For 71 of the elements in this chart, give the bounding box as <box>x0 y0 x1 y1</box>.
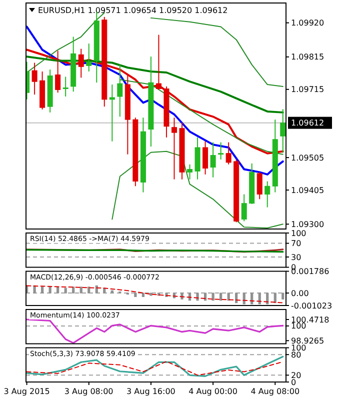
line-series <box>26 360 284 376</box>
x-tick-label: 4 Aug 08:00 <box>250 387 300 396</box>
bar <box>80 286 82 294</box>
chart-title: EURUSD,H1 1.09571 1.09654 1.09520 1.09612 <box>38 6 228 15</box>
candlestick <box>194 136 200 180</box>
bar <box>220 292 222 301</box>
y-tick-label: 1.09300 <box>291 220 324 229</box>
y-tick-label: 70 <box>291 239 302 248</box>
candlestick <box>241 194 247 222</box>
candlestick <box>171 117 177 180</box>
y-tick-label: 1.09815 <box>291 52 324 62</box>
line-series <box>26 285 284 304</box>
bar <box>56 286 60 294</box>
bar <box>150 292 152 296</box>
bar <box>227 292 230 301</box>
line-series <box>119 79 284 155</box>
y-tick-label: 100 <box>291 228 306 238</box>
bar <box>242 292 246 304</box>
y-tick-label: 80 <box>291 350 302 360</box>
y-tick-label: 0.00 <box>291 288 309 298</box>
y-tick-label: 1.09405 <box>291 186 324 195</box>
line-series <box>26 356 284 377</box>
bar <box>250 292 254 304</box>
bar <box>64 288 67 294</box>
candlestick <box>109 84 115 142</box>
candlestick <box>187 164 193 180</box>
bar <box>72 286 75 294</box>
y-tick-label: 1.09715 <box>291 85 324 94</box>
y-tick-label: 100.4718 <box>291 315 330 324</box>
y-tick-label: 30 <box>291 252 302 262</box>
bar <box>235 292 238 304</box>
candlestick <box>218 142 224 160</box>
candlestick <box>32 62 38 96</box>
bar <box>266 292 269 304</box>
bar <box>258 292 261 304</box>
bar <box>41 286 44 294</box>
bar <box>48 286 52 294</box>
bar <box>142 292 144 297</box>
candlestick <box>117 64 123 118</box>
y-tick-label: 20 <box>291 370 302 380</box>
y-tick-label: 1.09920 <box>291 18 324 28</box>
candlestick <box>202 140 208 175</box>
bar <box>110 290 114 294</box>
candlestick <box>256 172 262 200</box>
line-series <box>26 318 284 344</box>
x-tick-label: 4 Aug 00:00 <box>188 387 238 396</box>
line-series <box>26 56 284 114</box>
ref-line-label: 1.09612 <box>291 118 324 128</box>
y-tick-label: 100 <box>291 322 306 331</box>
candlestick <box>264 180 270 208</box>
x-tick-label: 3 Aug 2015 <box>4 387 50 396</box>
y-tick-label: -0.001023 <box>291 301 332 310</box>
bar <box>134 292 137 297</box>
bar <box>282 292 284 300</box>
y-tick-label: 0 <box>291 378 296 387</box>
x-tick-label: 3 Aug 08:00 <box>64 387 114 396</box>
candlestick <box>86 43 92 72</box>
candlestick <box>226 142 232 165</box>
y-tick-label: 1.09505 <box>291 153 324 162</box>
bar <box>274 292 276 304</box>
y-tick-label: 100 <box>291 344 306 353</box>
y-tick-label: 98.9265 <box>291 336 324 346</box>
bar <box>88 286 90 294</box>
x-tick-label: 3 Aug 16:00 <box>126 387 176 396</box>
bar <box>204 292 207 301</box>
candlestick <box>210 142 216 178</box>
bar <box>212 292 214 301</box>
bar <box>95 285 98 294</box>
line-series <box>112 150 284 229</box>
candlestick <box>280 108 286 154</box>
candlestick <box>62 76 68 98</box>
